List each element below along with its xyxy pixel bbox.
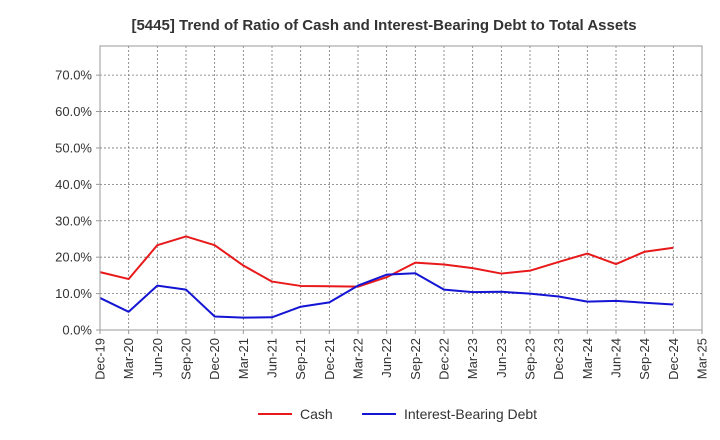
y-axis: 0.0% 10.0% 20.0% 30.0% 40.0% 50.0% 60.0% 70.0% <box>55 68 100 338</box>
y-tick-label: 10.0% <box>55 286 92 301</box>
x-tick-label: Mar-22 <box>351 338 366 379</box>
x-tick-label: Sep-24 <box>637 338 652 380</box>
series-line-cash <box>99 235 674 288</box>
series-line-interest-bearing-debt <box>99 272 674 319</box>
x-tick-label: Sep-22 <box>408 338 423 380</box>
x-tick-label: Jun-24 <box>609 338 624 378</box>
x-tick-label: Sep-23 <box>523 338 538 380</box>
x-tick-label: Dec-22 <box>437 338 452 380</box>
x-tick-label: Sep-21 <box>293 338 308 380</box>
y-tick-label: 0.0% <box>62 323 92 338</box>
x-tick-label: Mar-25 <box>695 338 710 379</box>
x-tick-label: Mar-23 <box>465 338 480 379</box>
x-tick-label: Mar-21 <box>236 338 251 379</box>
legend-label: Cash <box>300 406 333 422</box>
x-axis: Dec-19 Mar-20 Jun-20 Sep-20 Dec-20 Mar-21 Jun-… <box>93 330 710 380</box>
y-tick-label: 50.0% <box>55 140 92 155</box>
y-tick-label: 30.0% <box>55 213 92 228</box>
plot-area <box>99 45 703 331</box>
y-tick-label: 40.0% <box>55 177 92 192</box>
y-tick-label: 60.0% <box>55 104 92 119</box>
x-tick-label: Mar-20 <box>121 338 136 379</box>
y-tick-label: 70.0% <box>55 68 92 83</box>
x-tick-label: Jun-23 <box>494 338 509 378</box>
x-tick-label: Sep-20 <box>179 338 194 380</box>
y-tick-label: 20.0% <box>55 250 92 265</box>
x-tick-label: Jun-20 <box>150 338 165 378</box>
x-tick-label: Dec-23 <box>551 338 566 380</box>
x-tick-label: Jun-21 <box>265 338 280 378</box>
legend-label: Interest-Bearing Debt <box>404 406 537 422</box>
x-tick-label: Dec-24 <box>666 338 681 380</box>
chart-title: [5445] Trend of Ratio of Cash and Intere… <box>131 17 636 34</box>
grid <box>100 46 702 330</box>
x-tick-label: Dec-21 <box>322 338 337 380</box>
x-tick-label: Dec-19 <box>93 338 108 380</box>
series-layer <box>99 235 674 319</box>
x-tick-label: Dec-20 <box>207 338 222 380</box>
x-tick-label: Jun-22 <box>379 338 394 378</box>
x-tick-label: Mar-24 <box>580 338 595 379</box>
legend: Cash Interest-Bearing Debt <box>258 406 537 422</box>
